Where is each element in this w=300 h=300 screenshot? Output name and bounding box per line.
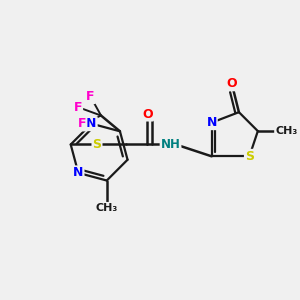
- Text: CH₃: CH₃: [275, 126, 297, 136]
- Text: S: S: [92, 138, 101, 151]
- Text: O: O: [226, 77, 237, 90]
- Text: NH: NH: [160, 138, 181, 151]
- Text: F: F: [74, 100, 82, 114]
- Text: N: N: [206, 116, 217, 129]
- Text: O: O: [142, 107, 153, 121]
- Text: N: N: [86, 117, 97, 130]
- Text: CH₃: CH₃: [96, 203, 118, 213]
- Text: N: N: [73, 167, 83, 179]
- Text: F: F: [78, 117, 86, 130]
- Text: S: S: [245, 150, 254, 163]
- Text: F: F: [86, 90, 95, 103]
